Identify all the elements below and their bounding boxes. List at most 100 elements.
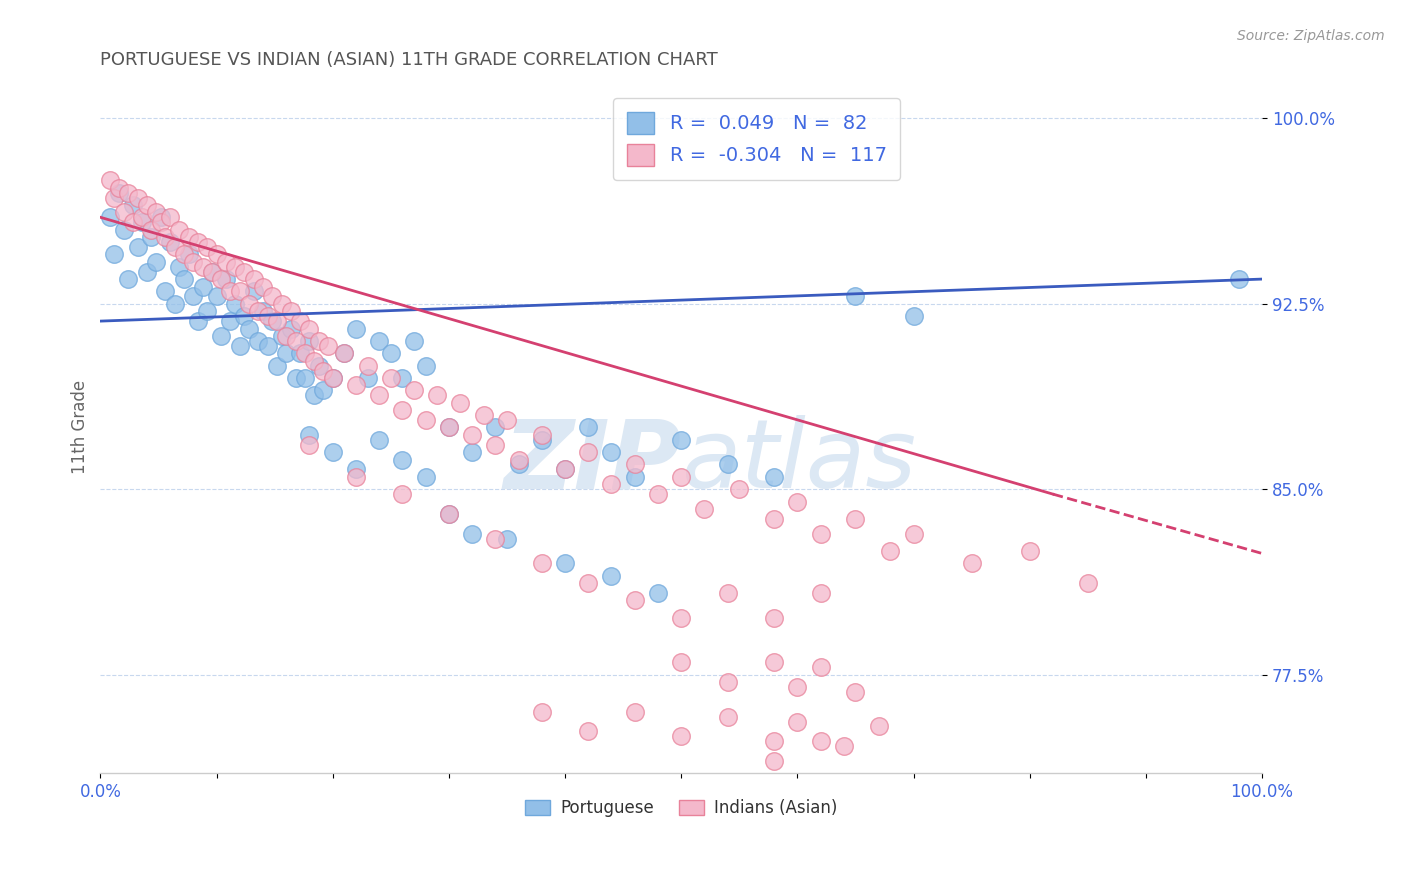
Point (276, 329, 298, 343)
Point (284, 334, 307, 348)
Point (141, 230, 163, 244)
Point (177, 230, 200, 244)
Point (238, 297, 260, 311)
Point (1018, 544, 1040, 558)
Point (623, 593, 645, 607)
Text: Source: ZipAtlas.com: Source: ZipAtlas.com (1237, 29, 1385, 43)
Point (276, 346, 298, 360)
Point (242, 285, 264, 299)
Point (333, 346, 356, 360)
Point (112, 222, 135, 236)
Point (402, 384, 425, 398)
Point (484, 420, 506, 434)
Point (181, 254, 204, 268)
Point (187, 314, 209, 328)
Point (187, 235, 209, 249)
Point (810, 586, 832, 600)
Point (322, 445, 344, 459)
Point (450, 395, 472, 409)
Point (333, 346, 356, 360)
Point (669, 730, 692, 744)
Point (177, 247, 200, 261)
Point (298, 438, 321, 452)
Point (159, 235, 181, 249)
Point (191, 260, 214, 274)
Point (224, 260, 246, 274)
Point (763, 611, 786, 625)
Point (219, 285, 242, 299)
Point (391, 403, 413, 417)
Point (763, 512, 786, 526)
Point (280, 304, 302, 318)
Point (266, 359, 288, 373)
Point (242, 272, 264, 286)
Point (868, 719, 890, 733)
Point (122, 215, 145, 229)
Point (669, 655, 692, 669)
Point (496, 413, 519, 427)
Point (576, 420, 599, 434)
Point (717, 458, 740, 472)
Point (844, 685, 866, 699)
Point (215, 272, 238, 286)
Point (344, 470, 367, 484)
Point (127, 190, 149, 204)
Point (832, 739, 855, 754)
Point (903, 309, 925, 323)
Point (344, 378, 367, 392)
Point (155, 230, 177, 244)
Point (380, 371, 402, 385)
Point (391, 371, 413, 385)
Point (600, 568, 623, 582)
Point (131, 215, 153, 229)
Point (496, 532, 519, 546)
Point (302, 353, 325, 368)
Point (247, 304, 270, 318)
Point (576, 576, 599, 591)
Point (308, 359, 330, 373)
Point (266, 314, 288, 328)
Point (763, 470, 786, 484)
Point (302, 388, 325, 402)
Point (173, 247, 195, 261)
Legend: Portuguese, Indians (Asian): Portuguese, Indians (Asian) (519, 793, 844, 824)
Point (103, 190, 125, 204)
Point (786, 680, 808, 694)
Point (415, 359, 437, 373)
Point (844, 289, 866, 303)
Point (391, 487, 413, 501)
Point (112, 205, 135, 219)
Point (391, 452, 413, 467)
Point (380, 346, 402, 360)
Point (576, 724, 599, 739)
Point (368, 334, 391, 348)
Point (554, 557, 576, 571)
Point (169, 260, 191, 274)
Point (262, 314, 284, 328)
Point (717, 709, 740, 723)
Text: ZIP: ZIP (503, 416, 681, 508)
Point (224, 297, 246, 311)
Point (530, 705, 553, 719)
Point (229, 339, 252, 353)
Point (508, 458, 530, 472)
Point (145, 205, 167, 219)
Point (402, 334, 425, 348)
Point (127, 240, 149, 254)
Text: atlas: atlas (681, 416, 917, 508)
Point (135, 198, 157, 212)
Point (98, 211, 121, 225)
Point (288, 346, 311, 360)
Point (554, 462, 576, 476)
Point (437, 420, 460, 434)
Point (368, 433, 391, 447)
Point (163, 297, 186, 311)
Point (437, 507, 460, 521)
Point (308, 334, 330, 348)
Point (810, 734, 832, 748)
Point (647, 586, 669, 600)
Point (415, 413, 437, 427)
Point (149, 215, 172, 229)
Point (233, 265, 256, 279)
Point (270, 297, 292, 311)
